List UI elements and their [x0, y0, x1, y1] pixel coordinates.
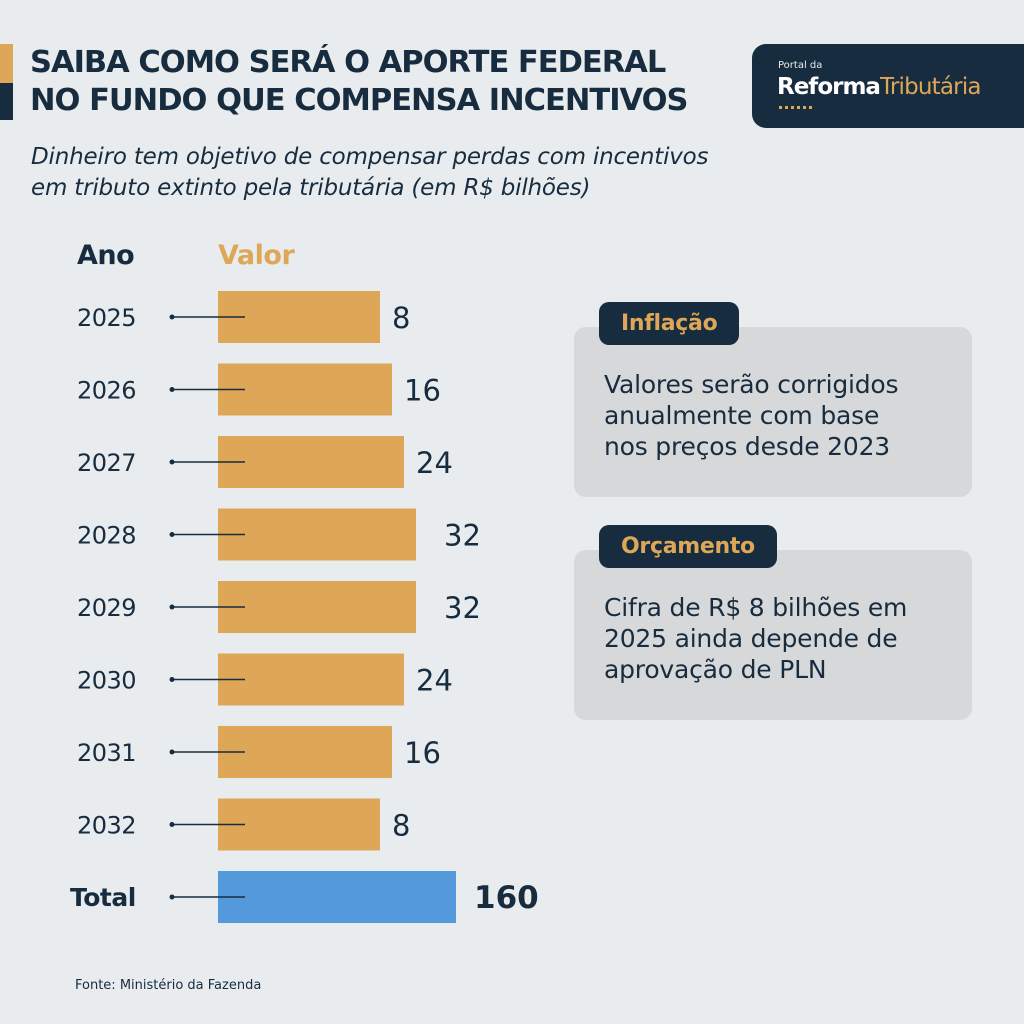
note-line: nos preços desde 2023: [604, 432, 890, 461]
total-value-label: 160: [474, 880, 539, 916]
value-label: 16: [404, 736, 441, 770]
note-budget: Orçamento Cifra de R$ 8 bilhões em 2025 …: [574, 525, 972, 720]
value-label: 32: [444, 519, 481, 553]
year-label: 2025: [77, 304, 136, 332]
logo-bold-text: Reforma: [777, 74, 881, 100]
bar-chart: 2025 8 2026 16 2027 24 2028 32 2029 32 2030 24 2031 1…: [70, 291, 539, 923]
source-note: Fonte: Ministério da Fazenda: [75, 978, 262, 993]
title-accent-navy: [0, 83, 13, 120]
value-label: 32: [444, 591, 481, 625]
note-line: aprovação de PLN: [604, 655, 827, 684]
title-line-2: NO FUNDO QUE COMPENSA INCENTIVOS: [30, 83, 689, 118]
bar: [218, 581, 416, 633]
leader-dot: [169, 459, 175, 465]
bar: [218, 508, 416, 561]
value-label: 24: [416, 446, 453, 480]
year-label: 2029: [77, 594, 136, 622]
note-line: 2025 ainda depende de: [604, 624, 898, 653]
note-line: anualmente com base: [604, 401, 880, 430]
year-label: 2030: [77, 667, 136, 695]
year-column-header: Ano: [77, 240, 135, 271]
leader-dot: [169, 387, 175, 392]
leader-dot: [169, 894, 175, 900]
portal-logo: Portal da ReformaTributária: [752, 44, 1024, 128]
subtitle-line-2: em tributo extinto pela tributária (em R…: [31, 175, 591, 201]
logo-small-text: Portal da: [778, 60, 823, 71]
note-budget-text: Cifra de R$ 8 bilhões em 2025 ainda depe…: [604, 592, 907, 685]
year-label: 2027: [77, 449, 136, 477]
value-column-header: Valor: [218, 240, 295, 271]
logo-dots: [779, 106, 815, 109]
leader-dot: [169, 822, 175, 827]
total-bar: [218, 871, 456, 923]
leader-dot: [169, 532, 175, 537]
year-label: 2028: [77, 522, 136, 550]
note-line: Valores serão corrigidos: [604, 370, 899, 399]
page-title: SAIBA COMO SERÁ O APORTE FEDERAL NO FUND…: [30, 44, 689, 120]
title-line-1: SAIBA COMO SERÁ O APORTE FEDERAL: [30, 45, 666, 80]
value-label: 8: [392, 301, 410, 335]
logo-light-text: Tributária: [879, 74, 982, 100]
value-label: 24: [416, 664, 453, 698]
leader-dot: [169, 314, 175, 320]
subtitle-line-1: Dinheiro tem objetivo de compensar perda…: [31, 144, 709, 170]
year-label: 2031: [77, 739, 136, 767]
total-label: Total: [70, 883, 136, 912]
note-line: Cifra de R$ 8 bilhões em: [604, 593, 908, 622]
value-label: 8: [392, 809, 410, 843]
subtitle: Dinheiro tem objetivo de compensar perda…: [31, 142, 709, 204]
bar: [218, 436, 404, 488]
bar: [218, 726, 392, 778]
note-inflation: Inflação Valores serão corrigidos anualm…: [574, 302, 972, 497]
title-accent-gold: [0, 44, 13, 83]
year-label: 2032: [77, 812, 136, 840]
bar: [218, 653, 404, 706]
year-label: 2026: [77, 377, 136, 405]
note-inflation-text: Valores serão corrigidos anualmente com …: [604, 369, 899, 462]
value-label: 16: [404, 374, 441, 408]
note-budget-tag: Orçamento: [599, 525, 777, 568]
note-inflation-tag: Inflação: [599, 302, 740, 345]
logo-wordmark: ReformaTributária: [777, 74, 982, 100]
leader-dot: [169, 749, 175, 755]
leader-dot: [169, 677, 175, 682]
bar: [218, 363, 392, 416]
leader-dot: [169, 604, 175, 610]
